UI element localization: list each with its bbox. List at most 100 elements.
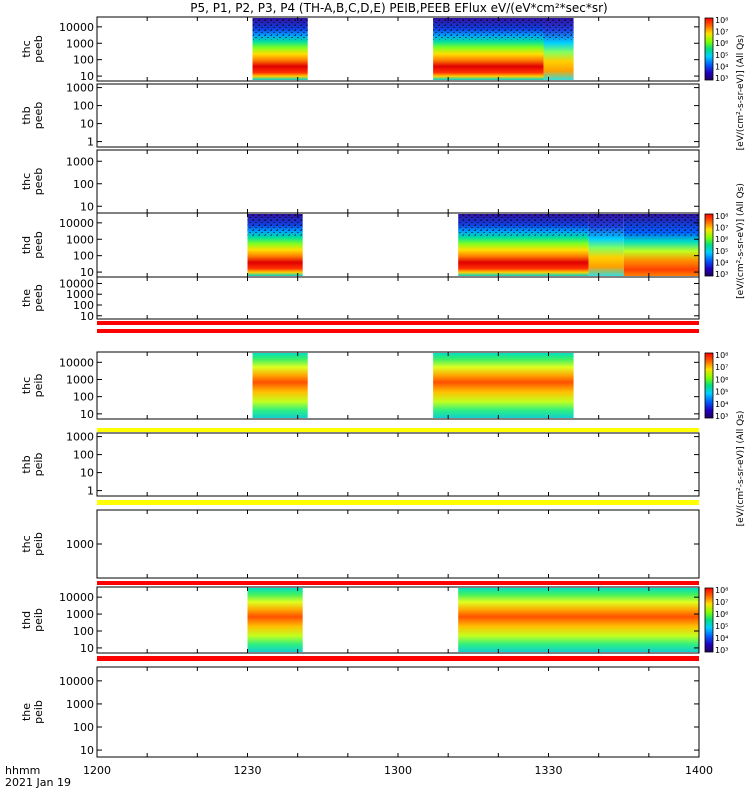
y-tick-label: 10 (80, 200, 94, 213)
panel-frame (96, 509, 700, 579)
y-tick-label: 1000 (66, 608, 94, 621)
panel-background (97, 510, 699, 578)
colorbar-tick-label: 10⁸ (715, 586, 728, 595)
panel-frame (96, 351, 700, 420)
separator-bar-2 (97, 428, 699, 432)
panel-label-probe: thc (20, 173, 33, 190)
colorbar-tick-label: 10³ (715, 412, 728, 421)
colorbar-tick-label: 10⁵ (715, 51, 728, 60)
y-tick-label: 10000 (59, 591, 94, 604)
panel-background (97, 352, 699, 419)
x-tick-label: 1400 (685, 764, 713, 777)
separator-bar-3 (97, 500, 699, 505)
panel-background (97, 17, 699, 81)
panel-background (97, 150, 699, 213)
separator-bar-5 (97, 656, 699, 661)
separator-bar-4 (97, 581, 699, 585)
panel-label: thepeeb (20, 284, 45, 312)
noise-texture-3 (623, 214, 699, 236)
panel-label-probe: thc (20, 40, 33, 57)
panel-label-product: peib (32, 532, 45, 556)
panel-thc-peeb-2: 10 100 1000 thcpeeb (20, 149, 700, 214)
panel-thc-peib-2: 1000 thcpeib (20, 509, 700, 579)
panel-label: thdpeib (20, 608, 45, 632)
colorbar-tick-label: 10⁷ (715, 28, 728, 37)
y-tick-label: 10 (80, 408, 94, 421)
panel-thd-peeb: 10 100 1000 10000 thdpeeb 10³ 10⁴ 10⁵ 10⁶ 10⁷ 10⁸ (20, 212, 728, 279)
y-tick-label: 100 (73, 250, 94, 263)
panel-label-product: peib (32, 374, 45, 398)
panel-background (97, 667, 699, 757)
y-tick-label: 1000 (66, 37, 94, 50)
separator-bar-1 (97, 329, 699, 333)
panel-thc-peeb: 10 100 1000 10000 thcpeeb 10³ 10⁴ 10⁵ 10⁶ 10⁷ 10⁸ (20, 16, 728, 83)
colorbar-tick-label: 10⁵ (715, 247, 728, 256)
colorbar-tick-label: 10⁸ (715, 212, 728, 221)
panel-background (97, 277, 699, 319)
noise-texture-0 (252, 18, 308, 40)
panel-label-probe: thd (20, 236, 33, 254)
panel-label-product: peeb (32, 35, 45, 63)
panel-label: thcpeib (20, 532, 45, 556)
colorbar-tick-label: 10³ (715, 74, 728, 83)
panel-thb-peib: 1 10 100 1000 thbpeib (20, 431, 700, 498)
y-tick-label: 10 (80, 642, 94, 655)
colorbar-axis-label: [eV/(cm²-s-sr-eV)] (All Qs) (736, 183, 746, 299)
x-tick-labels: 1200 1230 1300 1330 1400 (83, 764, 713, 777)
noise-texture-1 (458, 214, 589, 236)
colorbar-tick-label: 10³ (715, 646, 728, 655)
panel-label-product: peeb (32, 231, 45, 259)
y-tick-label: 10000 (59, 21, 94, 34)
colorbar-tick-label: 10⁷ (715, 224, 728, 233)
panel-frame (96, 432, 700, 497)
panel-label-product: peeb (32, 168, 45, 196)
spectrogram-block-1 (433, 353, 574, 418)
panel-frame (96, 586, 700, 654)
colorbar-tick-label: 10⁶ (715, 39, 728, 48)
panel-label-product: peib (32, 608, 45, 632)
y-tick-label: 1000 (66, 431, 94, 444)
colorbar-tick-label: 10⁶ (715, 375, 728, 384)
y-tick-label: 100 (73, 299, 94, 312)
y-tick-label: 100 (73, 721, 94, 734)
y-tick-label: 100 (73, 54, 94, 67)
noise-texture-1 (433, 18, 544, 40)
noise-texture-0 (247, 214, 303, 236)
chart-title: P5, P1, P2, P3, P4 (TH-A,B,C,D,E) PEIB,P… (190, 1, 607, 15)
y-tick-label: 10 (80, 467, 94, 480)
colorbar-tick-label: 10⁷ (715, 363, 728, 372)
panel-frame (96, 83, 700, 148)
colorbar-tick-label: 10⁸ (715, 16, 728, 25)
panel-label-probe: thd (20, 611, 33, 629)
panel-label-probe: thb (20, 455, 33, 473)
panel-background (97, 84, 699, 147)
panel-label-probe: thc (20, 377, 33, 394)
y-tick-label: 10 (80, 744, 94, 757)
y-tick-label: 10 (80, 118, 94, 131)
colorbar-tick-label: 10⁷ (715, 598, 728, 607)
x-axis-date: 2021 Jan 19 (5, 776, 71, 789)
panel-thd-peib: 10 100 1000 10000 thdpeib 10³ 10⁴ 10⁵ 10⁶ 10⁷ 10⁸ (20, 586, 728, 655)
y-tick-label: 100 (73, 625, 94, 638)
x-tick-label: 1330 (535, 764, 563, 777)
colorbar-tick-label: 10⁴ (715, 62, 728, 71)
y-tick-label: 100 (73, 449, 94, 462)
panel-thb-peeb: 1 10 100 1000 thbpeeb (20, 82, 700, 149)
x-tick-label: 1200 (83, 764, 111, 777)
panel-label-probe: thb (20, 106, 33, 124)
colorbar (704, 352, 714, 419)
noise-texture-2 (543, 18, 574, 40)
y-tick-label: 100 (73, 178, 94, 191)
y-tick-label: 1000 (66, 538, 94, 551)
colorbar-tick-label: 10⁴ (715, 400, 728, 409)
panel-frame (96, 666, 700, 758)
y-tick-label: 1 (87, 136, 94, 149)
panel-frame (96, 276, 700, 320)
noise-texture-2 (588, 214, 624, 236)
panels-group: 10100100010000thcpeeb10³10⁴10⁵10⁶10⁷10⁸1… (20, 16, 746, 758)
panel-label: thcpeeb (20, 35, 45, 63)
colorbar-tick-label: 10⁴ (715, 634, 728, 643)
panel-label: thcpeib (20, 374, 45, 398)
panel-label-probe: the (20, 289, 33, 307)
